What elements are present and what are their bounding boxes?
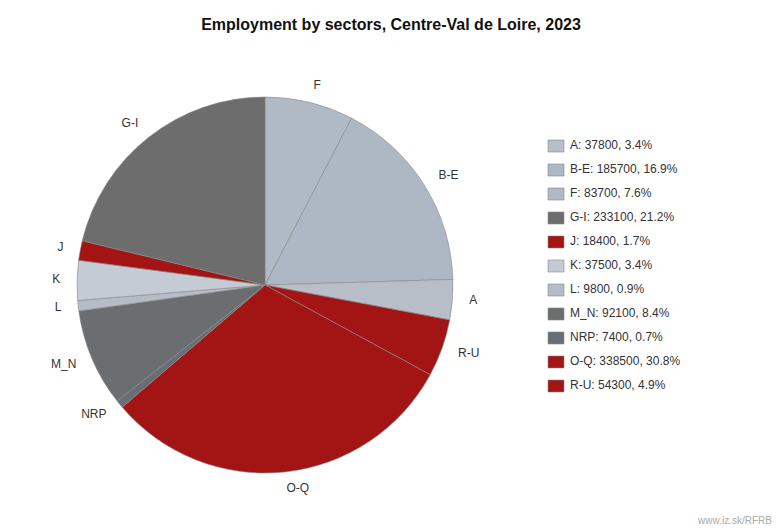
legend-swatch	[548, 356, 564, 368]
legend-swatch	[548, 308, 564, 320]
legend-label: L: 9800, 0.9%	[570, 282, 644, 296]
legend-swatch	[548, 188, 564, 200]
legend-label: K: 37500, 3.4%	[570, 258, 652, 272]
legend-label: A: 37800, 3.4%	[570, 138, 652, 152]
slice-label: J	[58, 240, 64, 254]
watermark: www.iz.sk/RFRB	[697, 515, 772, 526]
legend-item: F: 83700, 7.6%	[548, 186, 652, 200]
slice-label: L	[55, 300, 62, 314]
slice-label: NRP	[81, 407, 106, 421]
legend-item: L: 9800, 0.9%	[548, 282, 644, 296]
legend-item: NRP: 7400, 0.7%	[548, 330, 663, 344]
slice	[265, 118, 453, 285]
slice-label: B-E	[439, 168, 459, 182]
chart: Employment by sectors, Centre-Val de Loi…	[0, 0, 782, 532]
legend-item: K: 37500, 3.4%	[548, 258, 652, 272]
legend-swatch	[548, 164, 564, 176]
slice-label: M_N	[51, 357, 76, 371]
legend-swatch	[548, 380, 564, 392]
slice-label: A	[469, 293, 477, 307]
slice-labels: F B-E A R-U O-Q NRP M_N LK J G-I	[51, 78, 479, 495]
legend-label: NRP: 7400, 0.7%	[570, 330, 663, 344]
legend-label: R-U: 54300, 4.9%	[570, 378, 666, 392]
legend-swatch	[548, 140, 564, 152]
slice-label: R-U	[458, 346, 479, 360]
legend-item: R-U: 54300, 4.9%	[548, 378, 666, 392]
legend-label: O-Q: 338500, 30.8%	[570, 354, 680, 368]
legend-item: J: 18400, 1.7%	[548, 234, 650, 248]
legend-swatch	[548, 212, 564, 224]
slice	[82, 97, 265, 285]
legend-label: M_N: 92100, 8.4%	[570, 306, 670, 320]
legend-swatch	[548, 260, 564, 272]
legend-item: M_N: 92100, 8.4%	[548, 306, 670, 320]
legend: A: 37800, 3.4% B-E: 185700, 16.9% F: 83700…	[548, 138, 680, 392]
pie	[77, 97, 453, 473]
title: Employment by sectors, Centre-Val de Loi…	[201, 16, 581, 33]
legend-label: F: 83700, 7.6%	[570, 186, 652, 200]
slice-label: K	[52, 272, 60, 286]
legend-label: J: 18400, 1.7%	[570, 234, 650, 248]
legend-swatch	[548, 284, 564, 296]
legend-label: G-I: 233100, 21.2%	[570, 210, 674, 224]
legend-item: A: 37800, 3.4%	[548, 138, 652, 152]
legend-swatch	[548, 236, 564, 248]
slice-label: G-I	[122, 116, 139, 130]
legend-item: B-E: 185700, 16.9%	[548, 162, 678, 176]
legend-item: G-I: 233100, 21.2%	[548, 210, 674, 224]
slice-label: O-Q	[287, 481, 310, 495]
legend-item: O-Q: 338500, 30.8%	[548, 354, 680, 368]
legend-label: B-E: 185700, 16.9%	[570, 162, 678, 176]
legend-swatch	[548, 332, 564, 344]
slice-label: F	[314, 78, 321, 92]
